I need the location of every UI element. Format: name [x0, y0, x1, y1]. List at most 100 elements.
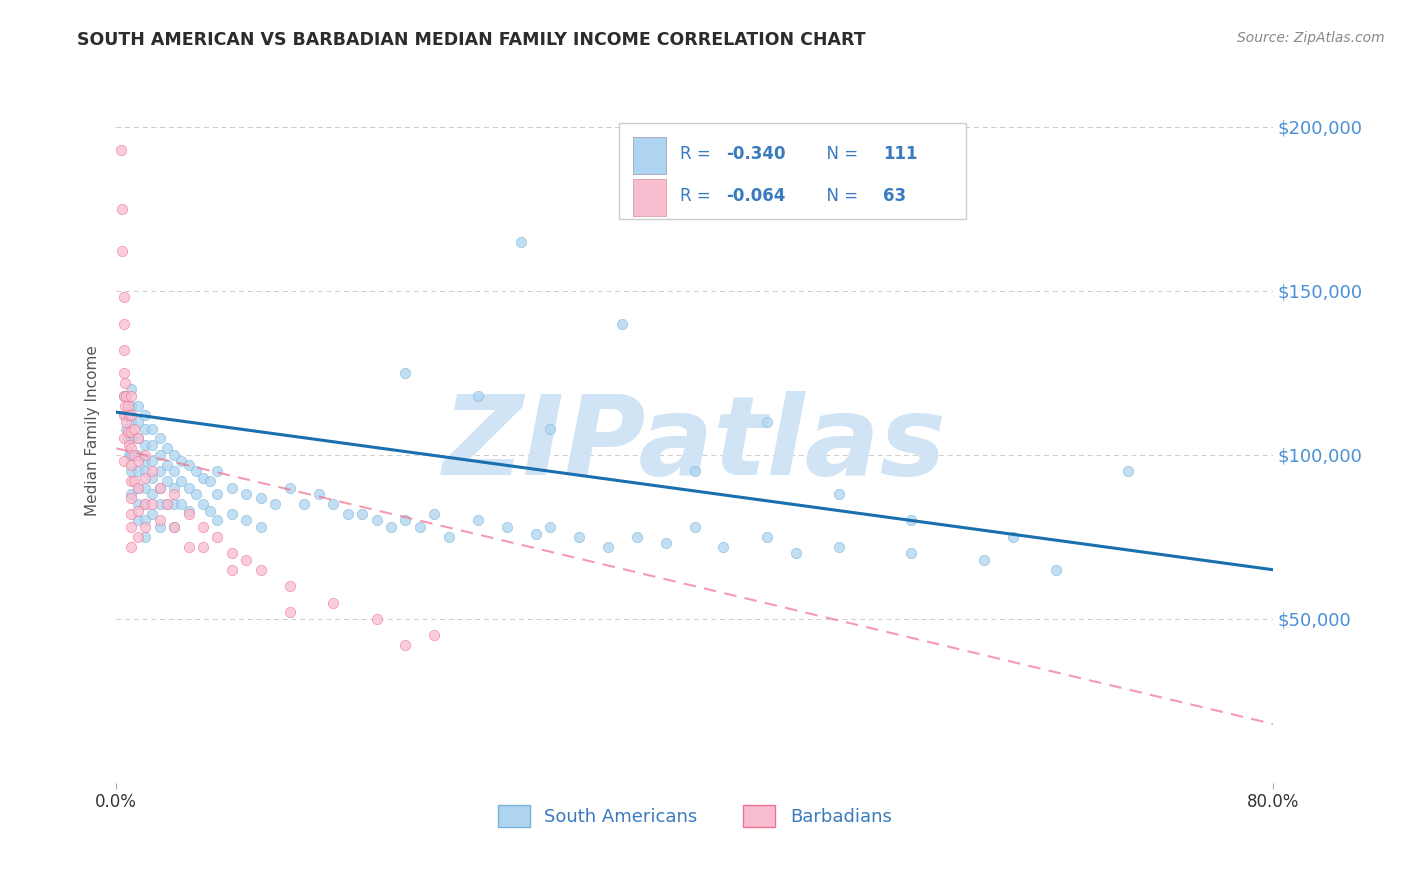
- Point: [134, 471, 156, 485]
- Point: [120, 399, 142, 413]
- Point: [127, 415, 149, 429]
- Point: [149, 432, 172, 446]
- Point: [191, 471, 214, 485]
- Point: [437, 530, 460, 544]
- Y-axis label: Median Family Income: Median Family Income: [86, 345, 100, 516]
- Point: [170, 497, 193, 511]
- Point: [127, 448, 149, 462]
- Point: [785, 546, 807, 560]
- Point: [221, 546, 243, 560]
- Point: [127, 497, 149, 511]
- Point: [163, 520, 186, 534]
- Point: [111, 202, 134, 216]
- Point: [134, 421, 156, 435]
- Point: [127, 530, 149, 544]
- Point: [120, 425, 142, 439]
- Point: [112, 343, 135, 357]
- Point: [394, 514, 416, 528]
- Point: [163, 497, 186, 511]
- Point: [117, 432, 139, 446]
- Point: [127, 454, 149, 468]
- Point: [207, 464, 229, 478]
- FancyBboxPatch shape: [620, 123, 966, 219]
- Point: [278, 481, 301, 495]
- Point: [112, 409, 135, 423]
- Point: [409, 520, 432, 534]
- Point: [141, 487, 163, 501]
- Point: [120, 491, 142, 505]
- Point: [235, 487, 257, 501]
- Point: [828, 487, 851, 501]
- Point: [336, 507, 359, 521]
- Point: [264, 497, 287, 511]
- Legend: South Americans, Barbadians: South Americans, Barbadians: [491, 797, 898, 834]
- Text: -0.340: -0.340: [725, 145, 786, 163]
- Point: [177, 540, 200, 554]
- Point: [755, 415, 778, 429]
- Point: [120, 415, 142, 429]
- Point: [112, 454, 135, 468]
- Point: [322, 497, 344, 511]
- Point: [828, 540, 851, 554]
- Point: [141, 438, 163, 452]
- Point: [141, 471, 163, 485]
- Point: [170, 454, 193, 468]
- Point: [120, 507, 142, 521]
- Point: [149, 520, 172, 534]
- Point: [120, 487, 142, 501]
- Point: [207, 530, 229, 544]
- Point: [163, 448, 186, 462]
- Point: [149, 464, 172, 478]
- Point: [654, 536, 676, 550]
- Point: [683, 520, 706, 534]
- Point: [134, 530, 156, 544]
- Point: [394, 638, 416, 652]
- Point: [221, 507, 243, 521]
- Point: [111, 244, 134, 259]
- Point: [120, 442, 142, 456]
- Point: [308, 487, 330, 501]
- Point: [394, 366, 416, 380]
- Point: [127, 514, 149, 528]
- Point: [177, 458, 200, 472]
- Point: [127, 481, 149, 495]
- Point: [755, 530, 778, 544]
- Point: [278, 579, 301, 593]
- Text: -0.064: -0.064: [725, 186, 785, 205]
- Text: SOUTH AMERICAN VS BARBADIAN MEDIAN FAMILY INCOME CORRELATION CHART: SOUTH AMERICAN VS BARBADIAN MEDIAN FAMIL…: [77, 31, 866, 49]
- Point: [134, 481, 156, 495]
- Point: [122, 448, 145, 462]
- Point: [134, 497, 156, 511]
- Point: [156, 497, 179, 511]
- Point: [149, 497, 172, 511]
- Point: [112, 290, 135, 304]
- Point: [380, 520, 402, 534]
- Point: [683, 464, 706, 478]
- Point: [177, 481, 200, 495]
- Point: [127, 481, 149, 495]
- Text: N =: N =: [815, 145, 863, 163]
- Point: [177, 507, 200, 521]
- Point: [156, 497, 179, 511]
- Point: [127, 464, 149, 478]
- Point: [141, 497, 163, 511]
- Point: [900, 514, 922, 528]
- Text: ZIPatlas: ZIPatlas: [443, 391, 946, 498]
- Point: [510, 235, 533, 249]
- Point: [713, 540, 735, 554]
- Point: [127, 503, 149, 517]
- Point: [278, 606, 301, 620]
- Point: [184, 464, 207, 478]
- Point: [352, 507, 374, 521]
- Point: [149, 514, 172, 528]
- Point: [495, 520, 517, 534]
- Point: [149, 448, 172, 462]
- Point: [118, 409, 141, 423]
- Bar: [633, 178, 665, 216]
- Point: [122, 421, 145, 435]
- Point: [366, 514, 388, 528]
- Point: [120, 432, 142, 446]
- Point: [134, 438, 156, 452]
- Point: [250, 491, 273, 505]
- Point: [141, 454, 163, 468]
